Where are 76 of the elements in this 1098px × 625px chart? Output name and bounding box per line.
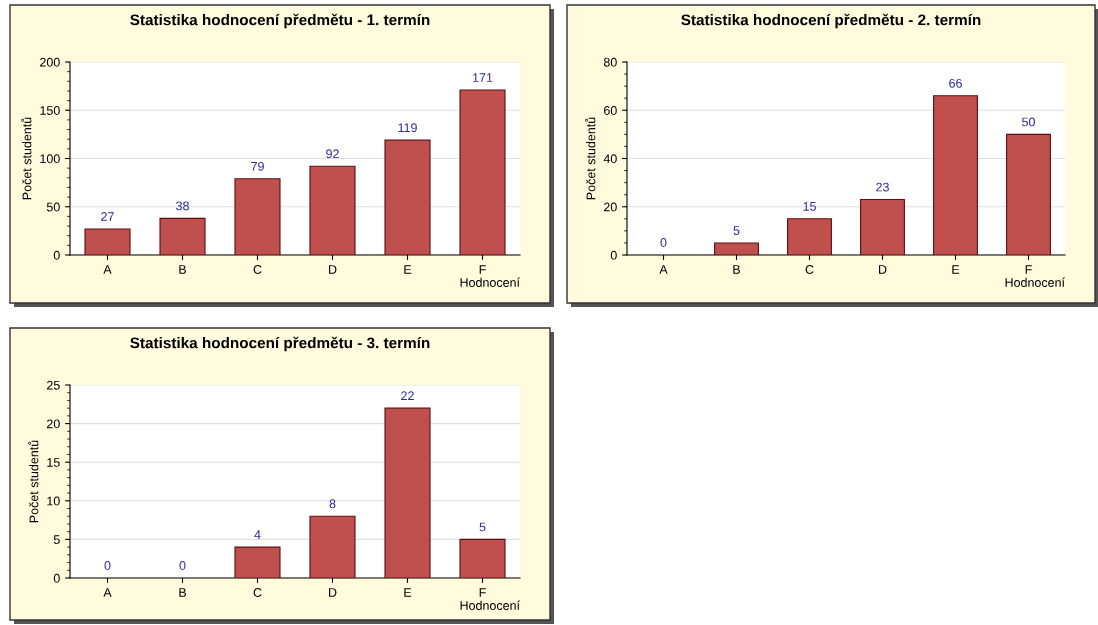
x-tick-label: C [253,588,262,597]
x-tick-label: F [479,588,486,597]
x-tick-label: B [179,588,187,597]
y-axis-title: Počet studentů [28,440,39,523]
data-label: 79 [251,161,264,171]
chart-title: Statistika hodnocení předmětu - 1. termín [130,13,430,29]
y-tick-label: 60 [604,106,617,115]
x-tick-label: B [179,265,187,274]
y-tick-label: 40 [603,154,617,164]
y-tick-label: 10 [47,496,60,506]
bar [1006,133,1051,255]
data-label: 23 [876,182,889,192]
x-tick-label: A [103,265,112,274]
y-tick-label: 100 [40,154,60,164]
bar [933,95,978,255]
data-label: 15 [803,202,816,211]
data-label: 92 [326,149,339,159]
bar [309,515,356,578]
data-label: 5 [733,226,740,235]
y-tick-label: 25 [47,380,60,390]
data-label: 5 [479,522,486,532]
bar [309,165,356,255]
y-tick-label: 0 [53,573,60,583]
x-tick-label: D [329,588,337,597]
bar [384,407,431,578]
bar [459,538,506,578]
data-label: 171 [473,73,493,82]
x-tick-label: A [659,265,668,274]
x-tick-label: A [103,588,112,597]
bar [860,198,905,255]
data-label: 0 [660,238,667,247]
y-tick-label: 50 [46,202,60,212]
x-tick-label: C [805,265,814,274]
data-label: 27 [101,212,114,221]
y-tick-label: 20 [604,202,617,212]
bar [159,217,206,255]
x-tick-label: F [479,265,486,274]
data-label: 4 [254,530,261,539]
y-tick-label: 5 [53,535,60,545]
data-label: 38 [176,201,189,211]
x-tick-label: D [879,265,887,274]
y-tick-label: 15 [47,458,60,467]
x-tick-label: F [1025,265,1032,274]
x-axis-title: Hodnocení [460,600,520,610]
y-tick-label: 80 [603,57,617,67]
bar [459,89,506,255]
x-axis-title: Hodnocení [1005,277,1065,287]
bar [84,228,131,255]
bar [234,178,281,255]
x-tick-label: E [952,265,960,274]
bar [714,242,759,255]
x-tick-label: E [404,265,412,274]
bar [234,546,281,578]
data-label: 50 [1022,117,1035,127]
x-tick-label: B [733,265,741,274]
data-label: 66 [949,78,962,88]
bar [384,139,431,255]
y-tick-label: 20 [47,419,60,429]
y-tick-label: 0 [53,250,60,260]
y-axis-title: Počet studentů [21,117,32,200]
x-tick-label: C [253,265,262,274]
bar [787,218,832,255]
x-tick-label: D [329,265,337,274]
x-axis-title: Hodnocení [460,277,520,287]
chart-title: Statistika hodnocení předmětu - 3. termín [130,336,430,352]
data-label: 119 [398,123,417,133]
data-label: 22 [401,391,414,401]
y-tick-label: 200 [40,57,60,67]
y-tick-label: 150 [40,106,60,115]
data-label: 0 [179,561,186,570]
y-axis-title: Počet studentů [585,117,596,200]
data-label: 0 [104,561,111,570]
chart-title: Statistika hodnocení předmětu - 2. termín [681,13,981,29]
y-tick-label: 0 [610,250,617,260]
data-label: 8 [329,499,336,509]
x-tick-label: E [404,588,412,597]
